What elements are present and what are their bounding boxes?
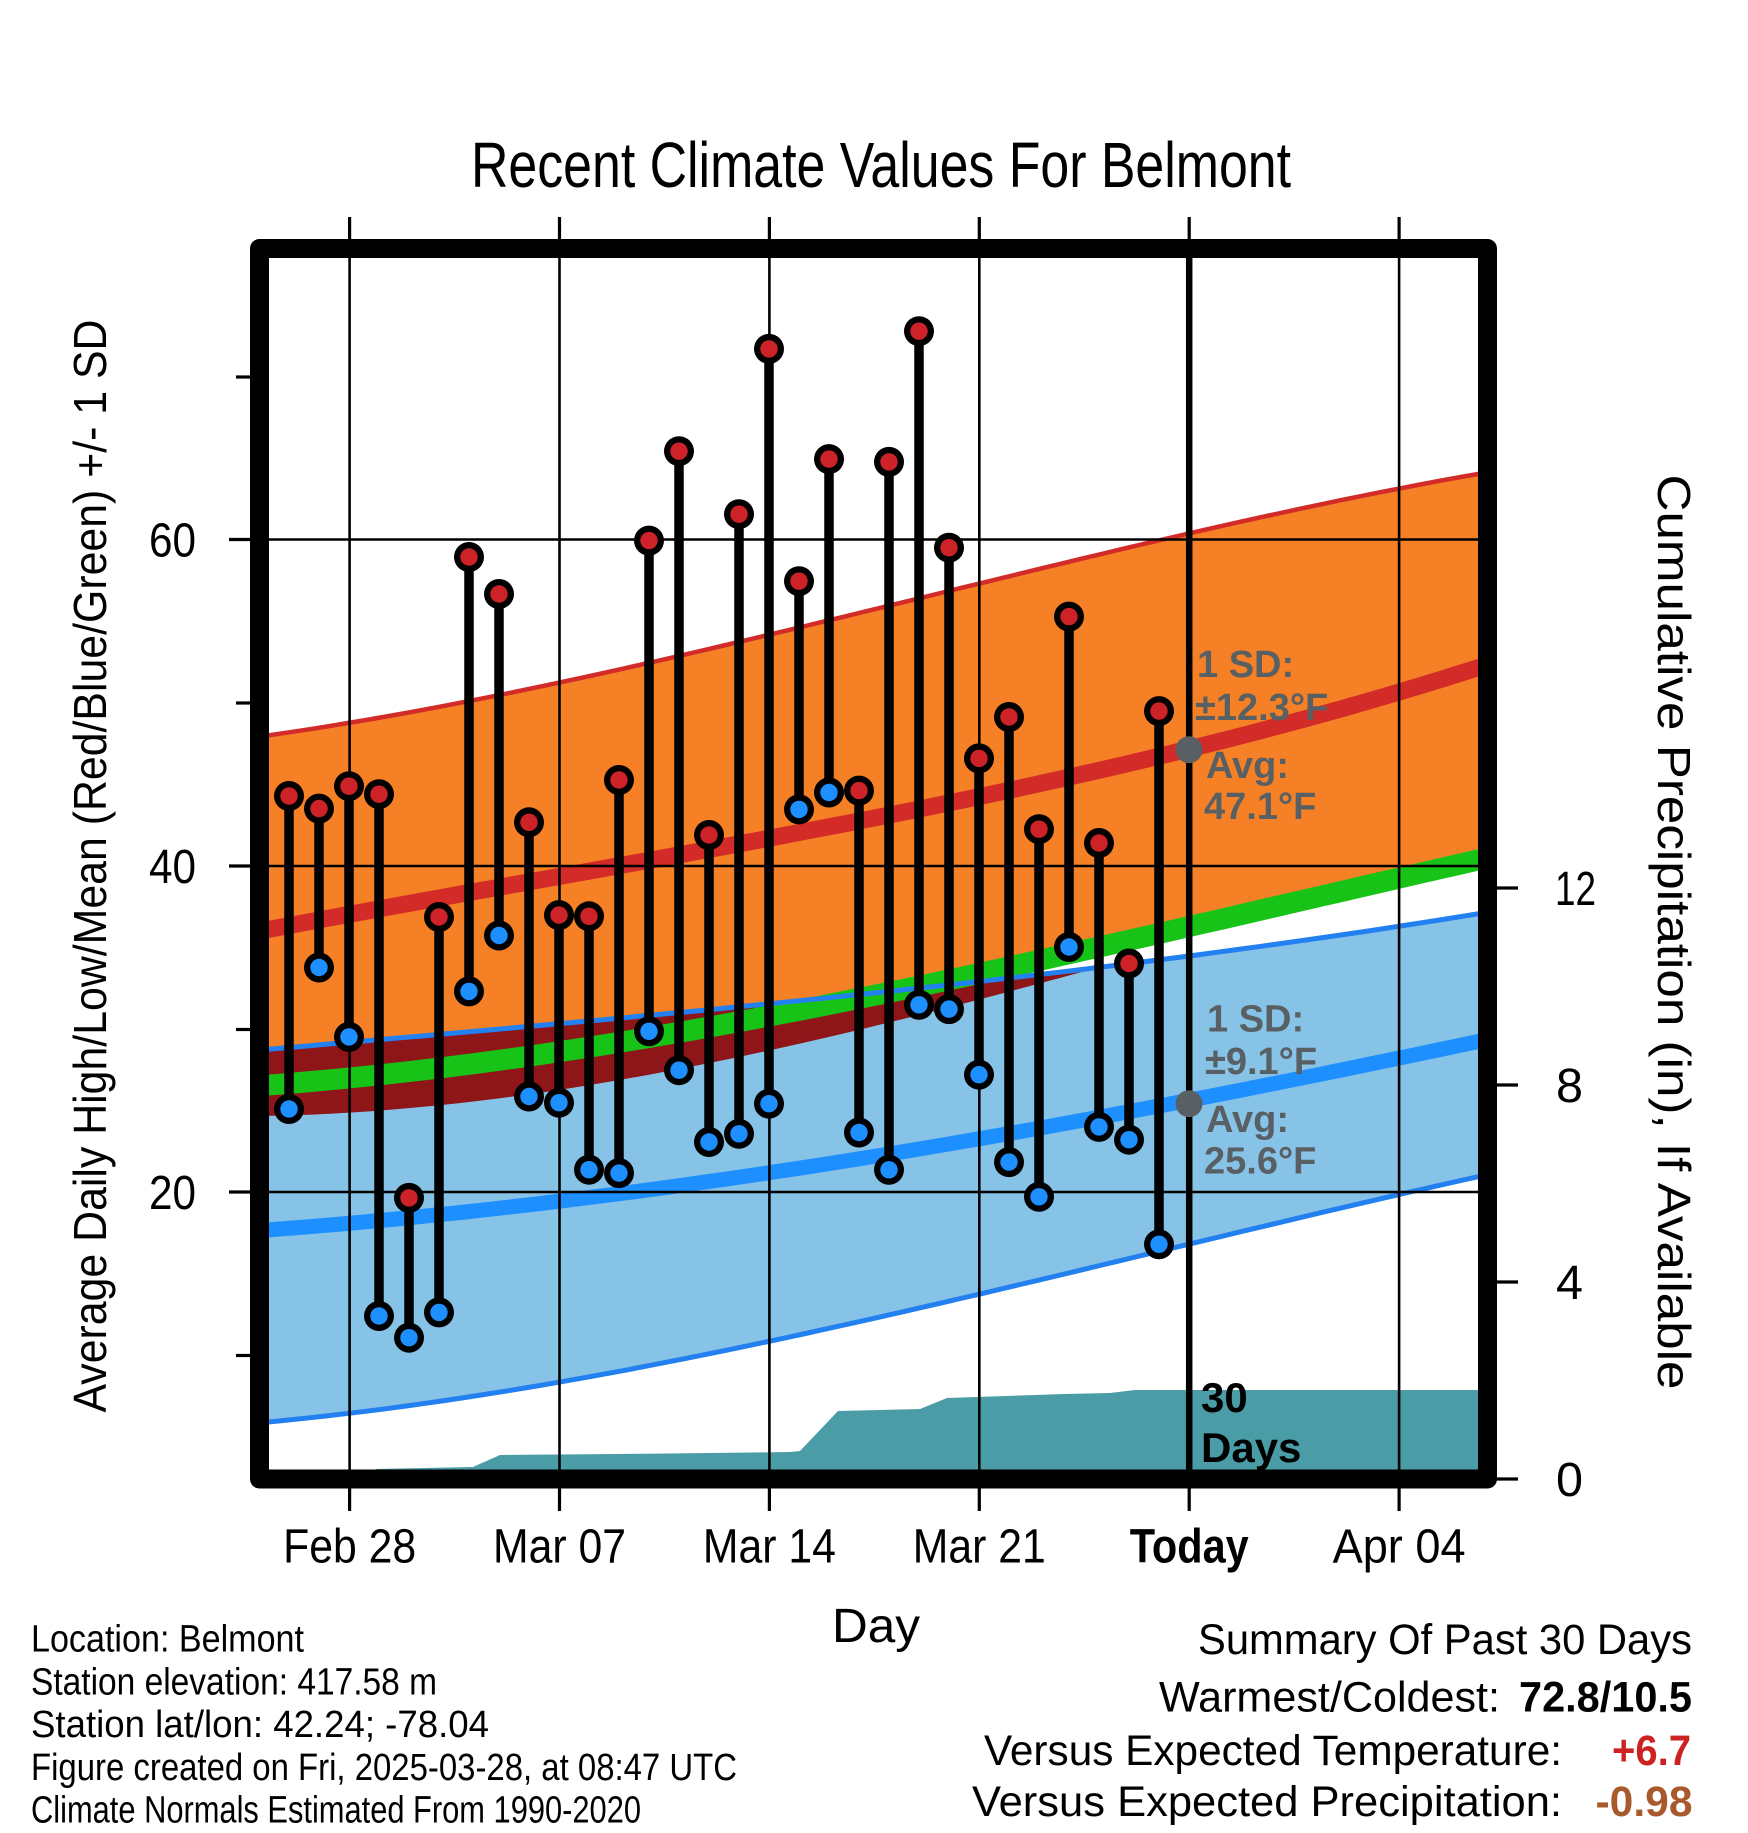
svg-text:1 SD:: 1 SD: bbox=[1197, 644, 1294, 686]
svg-text:Recent Climate Values For Belm: Recent Climate Values For Belmont bbox=[471, 129, 1291, 201]
svg-text:1 SD:: 1 SD: bbox=[1207, 999, 1304, 1041]
svg-text:Avg:: Avg: bbox=[1206, 1099, 1289, 1141]
svg-text:Cumulative Precipitation (in),: Cumulative Precipitation (in), If Availa… bbox=[1648, 475, 1700, 1390]
svg-text:47.1°F: 47.1°F bbox=[1204, 786, 1316, 828]
svg-text:+6.7: +6.7 bbox=[1612, 1727, 1691, 1775]
svg-text:20: 20 bbox=[149, 1167, 196, 1220]
svg-text:Mar 07: Mar 07 bbox=[493, 1521, 626, 1574]
svg-text:Day: Day bbox=[832, 1600, 920, 1653]
svg-text:72.8/10.5: 72.8/10.5 bbox=[1519, 1674, 1692, 1722]
svg-text:Summary Of Past 30 Days: Summary Of Past 30 Days bbox=[1198, 1616, 1692, 1664]
svg-text:Days: Days bbox=[1201, 1424, 1301, 1471]
svg-text:Climate Normals Estimated From: Climate Normals Estimated From 1990-2020 bbox=[31, 1790, 641, 1828]
svg-text:25.6°F: 25.6°F bbox=[1204, 1141, 1316, 1183]
svg-text:-0.98: -0.98 bbox=[1596, 1778, 1693, 1826]
svg-text:Station lat/lon: 42.24; -78.04: Station lat/lon: 42.24; -78.04 bbox=[31, 1704, 489, 1746]
svg-text:Warmest/Coldest:: Warmest/Coldest: bbox=[1159, 1674, 1500, 1722]
svg-text:Versus Expected Temperature:: Versus Expected Temperature: bbox=[984, 1727, 1562, 1775]
svg-text:±12.3°F: ±12.3°F bbox=[1195, 687, 1328, 729]
svg-text:Mar 21: Mar 21 bbox=[913, 1521, 1046, 1574]
svg-text:60: 60 bbox=[149, 515, 196, 568]
svg-text:Avg:: Avg: bbox=[1206, 745, 1289, 787]
svg-text:30: 30 bbox=[1201, 1374, 1248, 1421]
svg-text:Mar 14: Mar 14 bbox=[703, 1521, 836, 1574]
svg-text:Apr 04: Apr 04 bbox=[1333, 1521, 1466, 1574]
svg-text:12: 12 bbox=[1555, 863, 1596, 916]
svg-text:Today: Today bbox=[1130, 1521, 1249, 1574]
svg-text:4: 4 bbox=[1556, 1257, 1583, 1310]
svg-text:Feb 28: Feb 28 bbox=[283, 1521, 416, 1574]
svg-text:Versus Expected Precipitation:: Versus Expected Precipitation: bbox=[972, 1778, 1562, 1826]
svg-text:Figure created on Fri, 2025-03: Figure created on Fri, 2025-03-28, at 08… bbox=[31, 1747, 737, 1789]
svg-text:±9.1°F: ±9.1°F bbox=[1205, 1041, 1317, 1083]
svg-text:Station elevation: 417.58 m: Station elevation: 417.58 m bbox=[31, 1661, 437, 1703]
svg-text:40: 40 bbox=[149, 841, 196, 894]
svg-text:Location: Belmont: Location: Belmont bbox=[31, 1619, 304, 1661]
svg-text:0: 0 bbox=[1556, 1454, 1583, 1507]
svg-text:Average Daily High/Low/Mean (R: Average Daily High/Low/Mean (Red/Blue/Gr… bbox=[64, 320, 116, 1413]
svg-text:8: 8 bbox=[1556, 1060, 1583, 1113]
